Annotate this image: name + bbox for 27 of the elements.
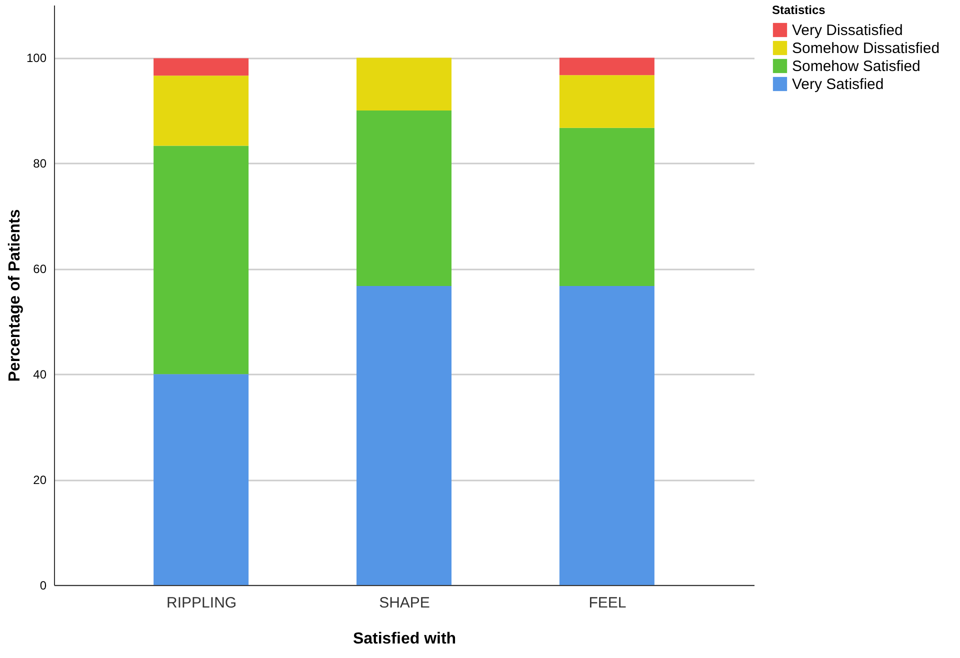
bar [559,286,654,585]
legend-label: Very Dissatisfied [792,22,903,39]
bar [154,374,249,585]
legend-label: Somehow Dissatisfied [792,40,940,57]
legend-label: Very Satisfied [792,76,884,93]
x-tick-label: SHAPE [379,594,430,612]
x-tick-label: RIPPLING [166,594,237,612]
bar [356,110,452,286]
y-tick-label: 0 [40,578,47,592]
y-axis-title: Percentage of Patients [6,209,24,382]
y-tick-label: 100 [26,51,47,66]
bar [559,58,654,76]
bar [356,286,452,585]
y-tick-label: 40 [33,368,47,382]
x-tick-label: FEEL [588,594,626,612]
y-tick-label: 80 [33,156,47,171]
bar [154,76,249,146]
bar [154,146,249,374]
x-axis-title: Satisfied with [352,630,456,648]
bar [559,128,654,286]
legend-label: Somehow Satisfied [792,58,920,75]
legend-title: Statistics [772,3,826,17]
y-tick-label: 60 [33,262,47,276]
bar [356,58,452,110]
bar [559,75,654,128]
bar [154,58,249,76]
y-tick-label: 20 [33,473,47,488]
